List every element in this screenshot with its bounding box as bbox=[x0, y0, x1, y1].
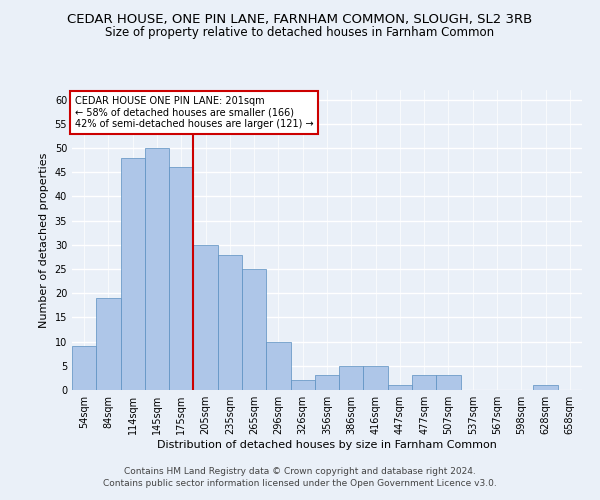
Bar bbox=[364, 366, 388, 390]
Bar bbox=[169, 168, 193, 390]
Bar bbox=[533, 385, 558, 390]
Bar bbox=[339, 366, 364, 390]
Bar bbox=[193, 245, 218, 390]
Bar bbox=[218, 254, 242, 390]
Text: Size of property relative to detached houses in Farnham Common: Size of property relative to detached ho… bbox=[106, 26, 494, 39]
Bar bbox=[436, 376, 461, 390]
Bar bbox=[96, 298, 121, 390]
Bar bbox=[315, 376, 339, 390]
Text: CEDAR HOUSE ONE PIN LANE: 201sqm
← 58% of detached houses are smaller (166)
42% : CEDAR HOUSE ONE PIN LANE: 201sqm ← 58% o… bbox=[74, 96, 313, 129]
Bar bbox=[72, 346, 96, 390]
Y-axis label: Number of detached properties: Number of detached properties bbox=[39, 152, 49, 328]
Bar bbox=[242, 269, 266, 390]
X-axis label: Distribution of detached houses by size in Farnham Common: Distribution of detached houses by size … bbox=[157, 440, 497, 450]
Bar bbox=[145, 148, 169, 390]
Bar bbox=[412, 376, 436, 390]
Bar bbox=[290, 380, 315, 390]
Text: CEDAR HOUSE, ONE PIN LANE, FARNHAM COMMON, SLOUGH, SL2 3RB: CEDAR HOUSE, ONE PIN LANE, FARNHAM COMMO… bbox=[67, 12, 533, 26]
Text: Contains HM Land Registry data © Crown copyright and database right 2024.: Contains HM Land Registry data © Crown c… bbox=[124, 467, 476, 476]
Bar bbox=[121, 158, 145, 390]
Bar bbox=[266, 342, 290, 390]
Text: Contains public sector information licensed under the Open Government Licence v3: Contains public sector information licen… bbox=[103, 478, 497, 488]
Bar bbox=[388, 385, 412, 390]
